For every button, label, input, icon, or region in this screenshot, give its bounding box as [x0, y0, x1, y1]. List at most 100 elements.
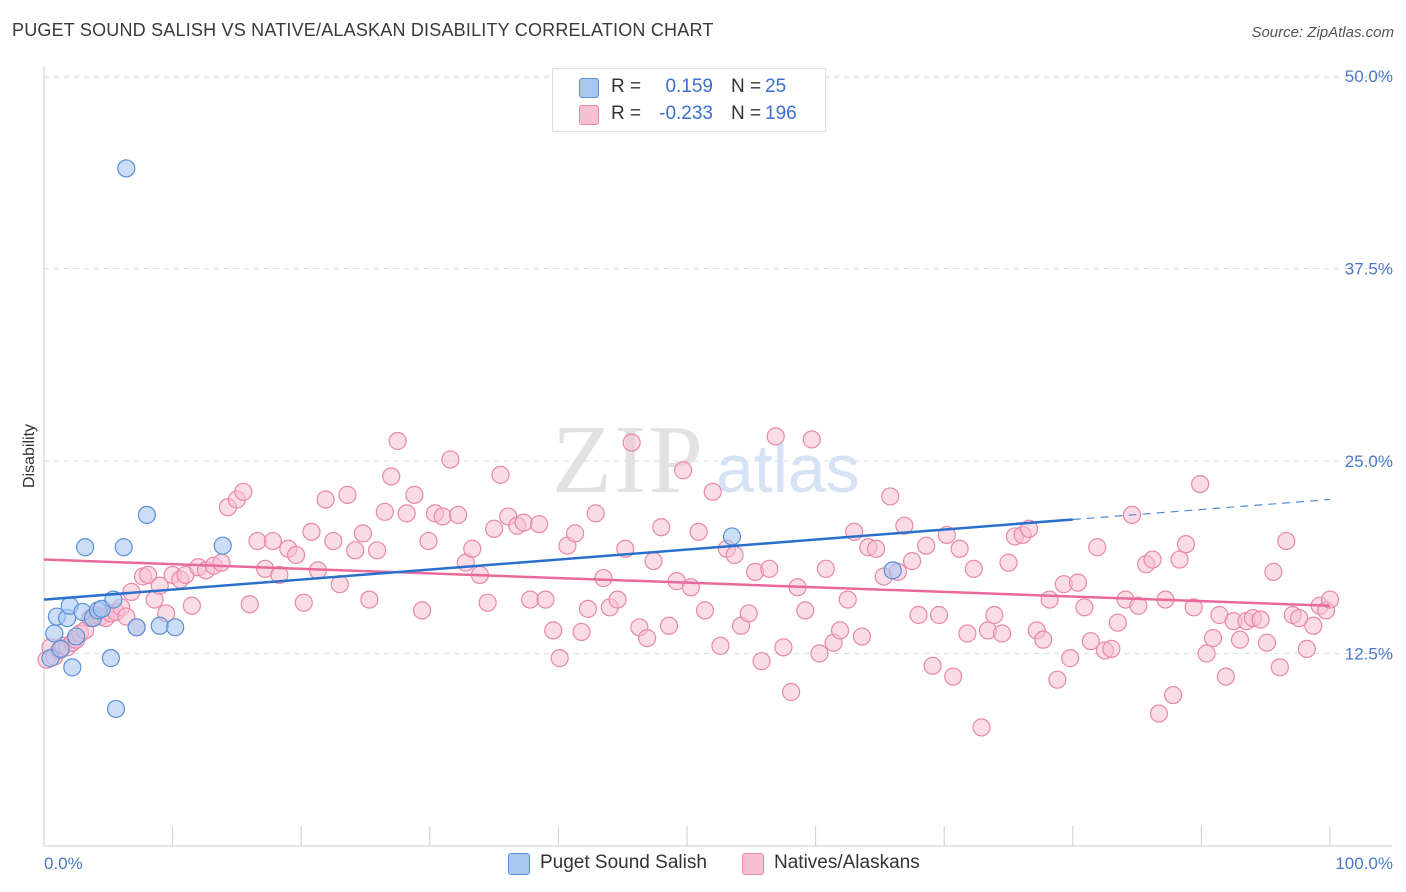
point-natives-alaskans: [182, 596, 201, 615]
trend-lines: [43, 498, 1331, 608]
watermark: ZIP atlas: [552, 406, 860, 514]
point-natives-alaskans: [578, 599, 598, 618]
source-label: Source: ZipAtlas.com: [1251, 24, 1394, 41]
point-puget-sound-salish: [883, 561, 902, 580]
point-natives-alaskans: [992, 624, 1012, 643]
point-natives-alaskans: [674, 461, 693, 480]
point-natives-alaskans: [586, 504, 605, 523]
point-natives-alaskans: [1290, 608, 1309, 628]
point-natives-alaskans: [375, 502, 394, 521]
legend-r-value: 0.159: [665, 76, 713, 97]
point-natives-alaskans: [796, 601, 815, 620]
point-natives-alaskans: [1251, 610, 1270, 629]
point-natives-alaskans: [622, 433, 641, 452]
point-natives-alaskans: [1264, 562, 1283, 581]
point-natives-alaskans: [1081, 632, 1100, 651]
point-natives-alaskans: [382, 467, 401, 486]
point-puget-sound-salish: [166, 618, 185, 637]
point-natives-alaskans: [353, 524, 373, 543]
bottom-swatch-pink: [742, 853, 764, 875]
tick-labels: 12.5% 25.0% 37.5% 50.0%: [1345, 67, 1393, 664]
point-natives-alaskans: [950, 539, 969, 558]
point-natives-alaskans: [294, 593, 313, 612]
point-natives-alaskans: [550, 649, 569, 668]
point-natives-alaskans: [1149, 704, 1169, 723]
bottom-swatch-blue: [508, 853, 530, 875]
point-natives-alaskans: [521, 590, 540, 609]
point-natives-alaskans: [1191, 475, 1210, 494]
bottom-legend-label: Puget Sound Salish: [540, 852, 707, 873]
point-natives-alaskans: [240, 595, 259, 614]
point-natives-alaskans: [766, 427, 785, 446]
point-natives-alaskans: [752, 652, 771, 671]
point-natives-alaskans: [1040, 590, 1059, 609]
point-natives-alaskans: [958, 624, 977, 643]
point-natives-alaskans: [463, 539, 482, 558]
point-natives-alaskans: [1048, 670, 1067, 689]
point-natives-alaskans: [1061, 649, 1080, 668]
point-puget-sound-salish: [114, 538, 133, 557]
legend-r-label: R =: [611, 76, 642, 97]
point-natives-alaskans: [917, 536, 936, 555]
legend-row-natives: R = -0.233 N = 196: [553, 101, 825, 127]
point-natives-alaskans: [419, 531, 438, 551]
point-natives-alaskans: [802, 430, 821, 449]
point-natives-alaskans: [711, 636, 730, 655]
legend-swatch-pink: [579, 105, 599, 125]
point-natives-alaskans: [608, 590, 627, 609]
point-natives-alaskans: [1019, 519, 1039, 538]
legend-r-value: -0.233: [659, 103, 713, 124]
point-natives-alaskans: [448, 505, 468, 525]
point-natives-alaskans: [1176, 535, 1196, 554]
point-natives-alaskans: [760, 559, 779, 578]
point-natives-alaskans: [234, 482, 253, 501]
y-tick-label: 25.0%: [1345, 452, 1393, 471]
point-natives-alaskans: [866, 539, 886, 558]
point-natives-alaskans: [1230, 630, 1250, 649]
point-natives-alaskans: [652, 518, 671, 537]
point-natives-alaskans: [1320, 590, 1340, 609]
point-natives-alaskans: [985, 605, 1004, 625]
point-natives-alaskans: [248, 531, 267, 551]
point-puget-sound-salish: [137, 505, 156, 525]
legend-r-label: R =: [611, 103, 642, 124]
legend-swatch-blue: [579, 78, 599, 98]
point-natives-alaskans: [1170, 550, 1189, 569]
point-natives-alaskans: [774, 638, 793, 657]
point-natives-alaskans: [810, 644, 829, 663]
point-natives-alaskans: [999, 553, 1018, 572]
point-natives-alaskans: [881, 487, 900, 506]
point-natives-alaskans: [536, 590, 555, 609]
point-natives-alaskans: [412, 601, 432, 620]
point-natives-alaskans: [1297, 639, 1316, 658]
point-natives-alaskans: [433, 507, 452, 526]
watermark-zip: ZIP: [552, 406, 705, 514]
axes: [43, 66, 1392, 847]
x-tick-max: 100.0%: [1335, 854, 1393, 873]
point-natives-alaskans: [725, 545, 744, 565]
point-natives-alaskans: [139, 565, 158, 585]
point-natives-alaskans: [1203, 628, 1223, 648]
point-natives-alaskans: [338, 485, 357, 504]
point-puget-sound-salish: [45, 624, 64, 643]
point-natives-alaskans: [1197, 644, 1216, 663]
point-natives-alaskans: [964, 559, 983, 578]
point-natives-alaskans: [1102, 639, 1121, 658]
point-natives-alaskans: [405, 485, 424, 504]
y-tick-label: 50.0%: [1345, 67, 1393, 86]
point-natives-alaskans: [902, 551, 922, 571]
point-puget-sound-salish: [51, 639, 70, 658]
point-natives-alaskans: [544, 621, 563, 640]
point-natives-alaskans: [1068, 573, 1088, 592]
watermark-atlas: atlas: [716, 431, 860, 507]
stats-legend: R = 0.159 N = 25 R = -0.233 N = 196: [552, 68, 826, 132]
point-natives-alaskans: [530, 515, 549, 534]
point-natives-alaskans: [1277, 531, 1296, 551]
point-natives-alaskans: [782, 682, 801, 702]
legend-row-puget: R = 0.159 N = 25: [553, 74, 825, 100]
point-natives-alaskans: [346, 541, 365, 560]
point-natives-alaskans: [478, 593, 497, 612]
point-puget-sound-salish: [722, 527, 742, 546]
point-puget-sound-salish: [76, 538, 95, 557]
